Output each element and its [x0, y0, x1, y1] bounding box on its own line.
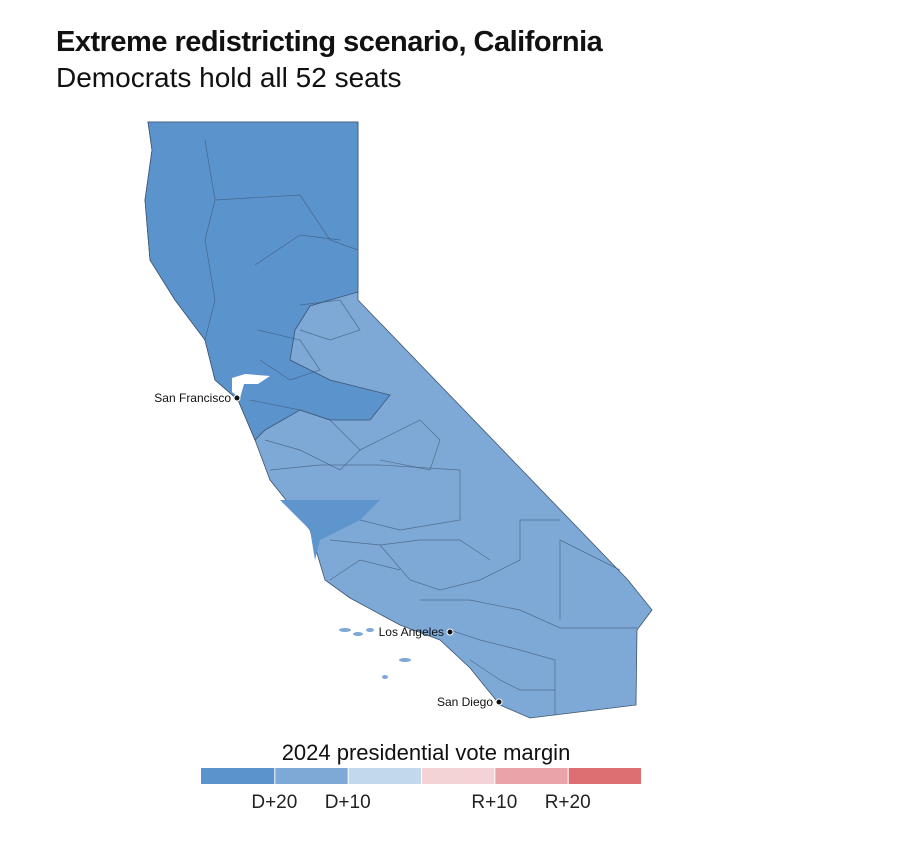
legend-swatch [275, 768, 348, 784]
central-coast [280, 500, 380, 560]
city-label: San Diego [437, 695, 493, 709]
legend: D+20 D+10 R+10 R+20 [201, 768, 641, 813]
bay [232, 374, 270, 398]
islands [339, 628, 411, 679]
legend-label: D+10 [325, 792, 371, 813]
district-lines [204, 139, 637, 715]
city-label: San Francisco [154, 391, 231, 405]
title: Extreme redistricting scenario, Californ… [56, 26, 603, 58]
legend-label: R+10 [471, 792, 517, 813]
legend-label: D+20 [251, 792, 297, 813]
city-dot [233, 394, 241, 402]
legend-title: 2024 presidential vote margin [282, 740, 571, 765]
legend-swatch [422, 768, 495, 784]
legend-swatch [201, 768, 275, 784]
city-dot [495, 698, 503, 706]
legend-swatch [495, 768, 568, 784]
city-label: Los Angeles [379, 625, 444, 639]
legend-label: R+20 [545, 792, 591, 813]
legend-swatch [348, 768, 421, 784]
city-dot [446, 628, 454, 636]
legend-swatch [568, 768, 641, 784]
subtitle: Democrats hold all 52 seats [56, 62, 402, 93]
